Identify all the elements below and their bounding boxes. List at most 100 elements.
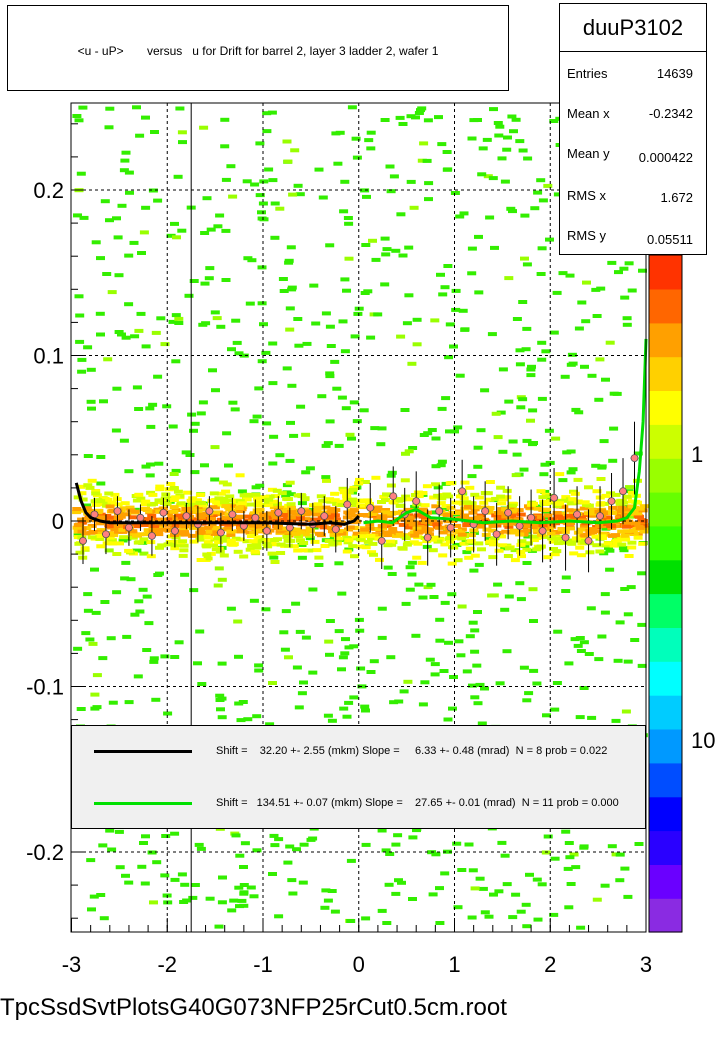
band-cell: [259, 516, 269, 521]
band-cell: [538, 523, 548, 528]
scatter-cell: [377, 426, 387, 431]
scatter-cell: [562, 450, 572, 455]
scatter-cell: [491, 411, 501, 416]
scatter-cell: [189, 428, 198, 433]
band-cell: [218, 480, 228, 485]
scatter-cell: [208, 368, 217, 373]
scatter-cell: [175, 106, 185, 111]
band-cell: [352, 531, 362, 536]
scatter-cell: [257, 216, 267, 221]
scatter-cell: [519, 467, 529, 472]
scatter-cell: [475, 876, 485, 881]
band-cell: [570, 508, 580, 513]
scatter-cell: [269, 833, 279, 838]
scatter-cell: [210, 445, 220, 450]
band-cell: [120, 501, 130, 506]
scatter-cell: [283, 860, 293, 865]
scatter-cell: [571, 865, 581, 870]
scatter-cell: [83, 608, 93, 613]
scatter-cell: [579, 686, 589, 690]
band-cell: [624, 554, 634, 558]
band-cell: [530, 522, 540, 526]
band-cell: [484, 539, 494, 544]
scatter-cell: [496, 410, 506, 415]
colorbar-segment: [649, 491, 682, 527]
scatter-cell: [423, 431, 433, 436]
band-cell: [628, 504, 637, 509]
scatter-cell: [115, 865, 125, 870]
scatter-cell: [490, 245, 499, 250]
band-cell: [209, 543, 218, 548]
scatter-cell: [138, 587, 148, 592]
band-cell: [264, 502, 274, 507]
scatter-cell: [259, 322, 268, 327]
scatter-cell: [511, 892, 521, 897]
colorbar-segment: [649, 356, 682, 391]
profile-point: [515, 522, 524, 530]
scatter-cell: [297, 691, 307, 696]
scatter-cell: [436, 463, 446, 468]
band-cell: [360, 527, 370, 532]
scatter-cell: [508, 915, 518, 920]
band-cell: [459, 541, 469, 546]
scatter-cell: [518, 148, 528, 153]
y-tick-label: 0: [52, 509, 64, 534]
scatter-cell: [528, 408, 538, 413]
band-cell: [552, 511, 562, 515]
scatter-cell: [264, 167, 274, 172]
band-cell: [460, 513, 470, 518]
band-cell: [627, 545, 637, 550]
band-cell: [220, 500, 229, 505]
band-cell: [185, 503, 195, 508]
legend-text-green: Shift = 134.51 +- 0.07 (mkm) Slope = 27.…: [216, 797, 619, 809]
band-cell: [392, 510, 402, 515]
scatter-cell: [309, 283, 319, 288]
scatter-cell: [483, 174, 493, 179]
scatter-cell: [489, 107, 498, 112]
band-cell: [249, 523, 259, 528]
band-cell: [569, 489, 578, 494]
colorbar-segment: [649, 525, 682, 561]
scatter-cell: [141, 205, 151, 210]
scatter-cell: [98, 843, 108, 848]
band-cell: [291, 511, 301, 516]
band-cell: [337, 503, 347, 508]
scatter-cell: [224, 463, 233, 468]
scatter-cell: [417, 158, 427, 163]
scatter-cell: [275, 206, 285, 211]
scatter-cell: [96, 481, 106, 486]
scatter-cell: [440, 285, 450, 290]
band-cell: [608, 510, 617, 515]
scatter-cell: [586, 606, 596, 611]
band-cell: [169, 505, 179, 510]
band-cell: [612, 538, 622, 543]
fit-legend: Shift = 32.20 +- 2.55 (mkm) Slope = 6.33…: [71, 725, 646, 829]
profile-point: [171, 527, 179, 535]
scatter-cell: [134, 599, 144, 604]
band-cell: [462, 523, 472, 528]
stats-histogram-name: duuP3102: [560, 4, 706, 52]
band-cell: [443, 519, 453, 524]
scatter-cell: [114, 273, 124, 278]
scatter-cell: [305, 536, 315, 541]
band-cell: [167, 514, 177, 519]
band-cell: [242, 539, 252, 544]
scatter-cell: [450, 191, 460, 195]
scatter-cell: [622, 322, 632, 327]
band-cell: [74, 541, 84, 546]
scatter-cell: [439, 669, 449, 673]
scatter-cell: [623, 894, 633, 899]
scatter-cell: [552, 681, 562, 685]
scatter-cell: [418, 595, 428, 600]
band-cell: [72, 510, 82, 515]
band-cell: [155, 484, 165, 489]
scatter-cell: [297, 555, 307, 560]
scatter-cell: [160, 873, 170, 878]
scatter-cell: [130, 612, 140, 617]
scatter-cell: [83, 592, 93, 597]
band-cell: [448, 510, 458, 515]
scatter-cell: [89, 894, 99, 899]
band-cell: [614, 515, 624, 520]
scatter-cell: [189, 588, 199, 593]
band-cell: [155, 487, 165, 492]
